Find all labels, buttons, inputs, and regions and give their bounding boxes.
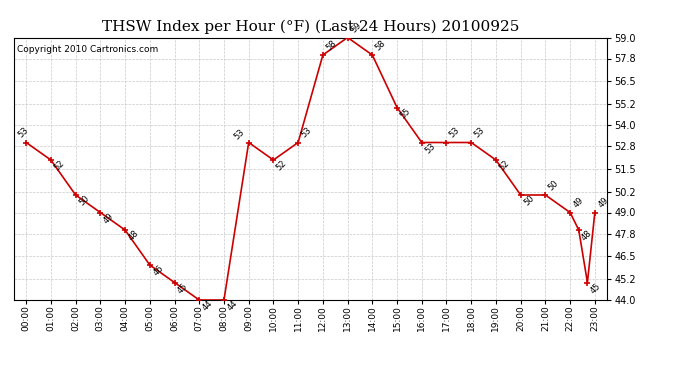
Text: 53: 53 <box>299 126 313 140</box>
Text: 48: 48 <box>126 229 140 243</box>
Text: 49: 49 <box>571 196 585 210</box>
Text: 53: 53 <box>17 126 30 140</box>
Text: 58: 58 <box>324 38 338 52</box>
Text: 50: 50 <box>522 194 536 207</box>
Text: 53: 53 <box>448 126 462 140</box>
Text: 52: 52 <box>275 159 288 172</box>
Text: 53: 53 <box>232 127 246 141</box>
Text: 45: 45 <box>176 281 190 295</box>
Text: 52: 52 <box>497 159 511 172</box>
Text: 49: 49 <box>101 211 115 225</box>
Text: 50: 50 <box>77 194 91 207</box>
Text: 55: 55 <box>398 106 412 120</box>
Text: 45: 45 <box>589 281 602 295</box>
Text: 53: 53 <box>473 126 486 140</box>
Text: 52: 52 <box>52 159 66 172</box>
Text: 44: 44 <box>226 299 239 312</box>
Text: 58: 58 <box>374 38 388 52</box>
Text: 44: 44 <box>201 299 215 312</box>
Text: 48: 48 <box>580 229 594 243</box>
Text: Copyright 2010 Cartronics.com: Copyright 2010 Cartronics.com <box>17 45 158 54</box>
Text: 46: 46 <box>151 264 165 278</box>
Title: THSW Index per Hour (°F) (Last 24 Hours) 20100925: THSW Index per Hour (°F) (Last 24 Hours)… <box>102 19 519 33</box>
Text: 59: 59 <box>349 21 363 35</box>
Text: 49: 49 <box>596 196 610 210</box>
Text: 53: 53 <box>423 141 437 155</box>
Text: 50: 50 <box>546 178 560 192</box>
